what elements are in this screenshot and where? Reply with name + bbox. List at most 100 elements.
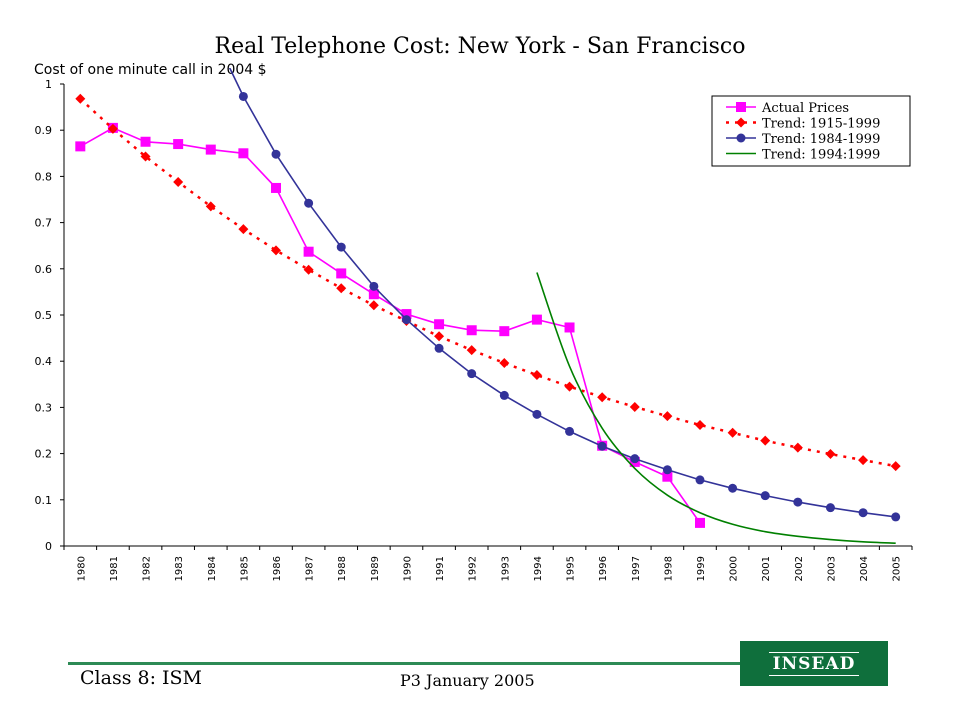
footer-rule xyxy=(68,662,740,665)
y-tick-label: 0.2 xyxy=(35,448,53,461)
x-tick-label: 1988 xyxy=(337,556,348,581)
series-1-point xyxy=(466,345,477,356)
series-2-point xyxy=(401,315,411,325)
series-1-point xyxy=(792,442,803,453)
series-0-point xyxy=(368,289,379,300)
series-2-point xyxy=(662,465,672,475)
legend-label-3: Trend: 1994:1999 xyxy=(762,148,880,163)
x-tick-label: 2003 xyxy=(826,556,837,581)
series-0-point xyxy=(173,139,184,150)
y-tick-label: 0.8 xyxy=(35,170,53,183)
series-2-point xyxy=(695,475,705,485)
x-tick-label: 1990 xyxy=(402,556,413,581)
x-tick-label: 1984 xyxy=(207,556,218,581)
x-tick-label: 1995 xyxy=(566,556,577,581)
x-tick-label: 1991 xyxy=(435,556,446,581)
series-2-point xyxy=(891,512,901,522)
series-2-point xyxy=(467,369,477,379)
series-2-point xyxy=(336,242,346,252)
series-0-point xyxy=(140,136,151,147)
series-1-point xyxy=(499,358,510,369)
series-1-point xyxy=(564,381,575,392)
series-0-point xyxy=(695,517,705,528)
x-tick-label: 2004 xyxy=(859,556,870,581)
series-2-point xyxy=(565,426,575,436)
series-1-point xyxy=(271,245,281,256)
series-2-point xyxy=(760,491,770,501)
series-0-point xyxy=(499,326,510,337)
series-2-point xyxy=(238,91,248,101)
series-0-point xyxy=(271,182,281,193)
series-0-point xyxy=(466,325,477,336)
y-tick-label: 0 xyxy=(45,540,52,553)
x-tick-label: 1999 xyxy=(696,556,707,581)
x-tick-label: 2005 xyxy=(892,556,903,581)
series-1-point xyxy=(107,123,118,134)
series-2-point xyxy=(532,409,542,419)
x-tick-label: 1982 xyxy=(142,556,153,581)
series-1-point xyxy=(858,455,869,466)
y-tick-label: 0.4 xyxy=(35,355,53,368)
series-1-point xyxy=(434,331,445,342)
x-tick-label: 1980 xyxy=(76,556,87,581)
y-tick-label: 0.7 xyxy=(35,217,53,230)
series-1-point xyxy=(662,411,673,422)
y-tick-label: 0.9 xyxy=(35,124,53,137)
series-0-point xyxy=(303,246,314,257)
footer-class-label: Class 8: ISM xyxy=(80,667,202,689)
series-2-point xyxy=(597,441,607,451)
series-1-point xyxy=(173,176,184,187)
series-1-point xyxy=(629,401,640,412)
series-1-point xyxy=(727,427,738,438)
x-tick-label: 1994 xyxy=(533,556,544,581)
y-tick-label: 0.1 xyxy=(35,494,53,507)
legend-marker-2 xyxy=(736,133,746,143)
series-1-point xyxy=(205,201,216,212)
x-tick-label: 1986 xyxy=(272,556,283,581)
x-tick-label: 1985 xyxy=(239,556,250,581)
legend-label-2: Trend: 1984-1999 xyxy=(762,132,880,147)
y-tick-label: 0.5 xyxy=(35,309,53,322)
y-tick-label: 1 xyxy=(45,78,52,91)
series-2-point xyxy=(369,281,379,291)
series-1-point xyxy=(597,392,608,403)
series-1-point xyxy=(368,300,379,311)
series-0-point xyxy=(531,314,542,325)
series-0-point xyxy=(75,141,86,152)
series-2-point xyxy=(793,497,803,507)
chart-title: Real Telephone Cost: New York - San Fran… xyxy=(214,34,746,59)
x-tick-label: 1981 xyxy=(109,556,120,581)
x-tick-label: 2002 xyxy=(794,556,805,581)
series-0-point xyxy=(336,268,347,279)
series-line-2 xyxy=(228,68,896,518)
y-axis-label: Cost of one minute call in 2004 $ xyxy=(34,62,267,78)
series-0-point xyxy=(238,148,249,159)
series-1-point xyxy=(890,461,901,472)
footer-date-label: P3 January 2005 xyxy=(400,671,535,690)
series-0-point xyxy=(662,471,673,482)
series-line-0 xyxy=(79,127,701,524)
x-tick-label: 2001 xyxy=(761,556,772,581)
legend-label-1: Trend: 1915-1999 xyxy=(762,117,880,132)
series-2-point xyxy=(825,503,835,513)
series-1-point xyxy=(238,224,249,235)
series-0-point xyxy=(401,309,412,320)
series-1-point xyxy=(531,370,542,381)
x-tick-label: 1983 xyxy=(174,556,185,581)
legend-label-0: Actual Prices xyxy=(761,101,849,116)
x-tick-label: 1992 xyxy=(468,556,479,581)
y-tick-label: 0.6 xyxy=(35,263,53,276)
x-tick-label: 1996 xyxy=(598,556,609,581)
series-1-point xyxy=(695,419,705,430)
legend-marker-1 xyxy=(736,117,746,128)
series-0-point xyxy=(205,144,216,155)
series-1-point xyxy=(140,151,151,162)
insead-logo-text: INSEAD xyxy=(768,651,860,676)
series-2-point xyxy=(271,149,281,159)
x-tick-label: 1993 xyxy=(500,556,511,581)
series-2-point xyxy=(434,343,444,353)
legend-marker-0 xyxy=(736,102,746,112)
series-1-point xyxy=(760,435,771,446)
series-2-point xyxy=(630,454,640,464)
